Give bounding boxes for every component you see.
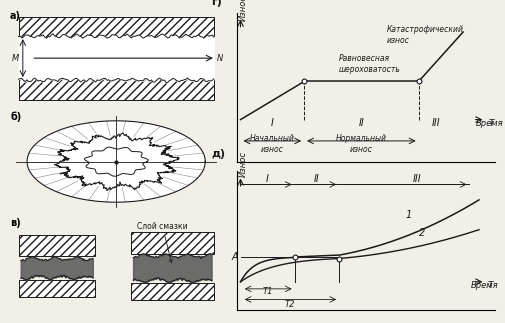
Text: Слой смазки: Слой смазки <box>137 222 188 263</box>
Text: A: A <box>231 252 238 262</box>
Text: Нормальный
износ: Нормальный износ <box>336 134 387 154</box>
Bar <box>19 235 95 256</box>
Text: 2: 2 <box>419 228 425 238</box>
Text: T1: T1 <box>262 287 273 296</box>
Bar <box>131 283 214 300</box>
Bar <box>19 78 214 100</box>
Circle shape <box>27 121 205 202</box>
Text: Износ: Износ <box>239 151 247 177</box>
Text: д): д) <box>212 149 226 159</box>
Text: I: I <box>271 118 274 128</box>
Text: II: II <box>314 174 320 184</box>
Text: I: I <box>266 174 269 184</box>
Text: Равновесная
шероховатость: Равновесная шероховатость <box>339 54 401 74</box>
Text: II: II <box>359 118 364 128</box>
Text: M: M <box>12 54 20 63</box>
Text: в): в) <box>10 218 21 228</box>
Text: г): г) <box>212 0 223 7</box>
Text: N: N <box>217 54 223 63</box>
Text: Время: Время <box>476 119 503 128</box>
Polygon shape <box>84 147 148 176</box>
Bar <box>131 232 214 254</box>
Text: T: T <box>487 281 493 290</box>
Bar <box>19 280 95 297</box>
Text: Начальный
износ: Начальный износ <box>250 134 295 154</box>
Text: б): б) <box>10 111 21 122</box>
Text: Время: Время <box>471 281 498 290</box>
Bar <box>19 16 214 38</box>
Text: T: T <box>488 119 494 128</box>
Text: 1: 1 <box>406 210 412 220</box>
Text: Износ: Износ <box>239 0 247 21</box>
Text: а): а) <box>10 11 21 21</box>
Text: III: III <box>413 174 421 184</box>
Polygon shape <box>55 133 179 191</box>
Text: Катастрофический
износ: Катастрофический износ <box>387 25 464 46</box>
Text: T2: T2 <box>284 299 295 308</box>
Text: III: III <box>432 118 441 128</box>
